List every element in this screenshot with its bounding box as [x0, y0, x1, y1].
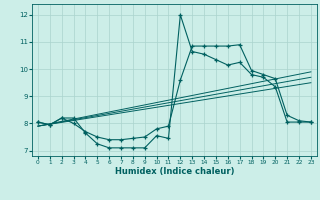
X-axis label: Humidex (Indice chaleur): Humidex (Indice chaleur) — [115, 167, 234, 176]
